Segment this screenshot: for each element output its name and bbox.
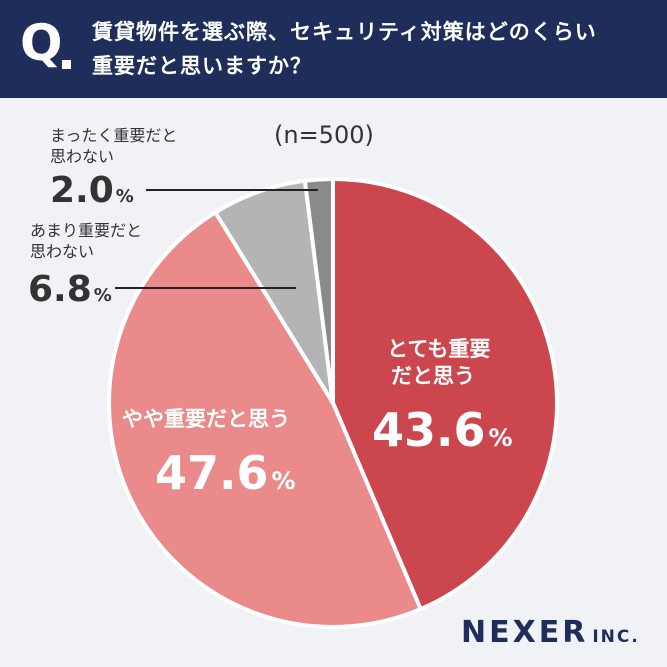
slice-label-very-line1: とても重要 bbox=[387, 337, 491, 361]
slice-label-not-very: あまり重要だと 思わない bbox=[30, 220, 142, 262]
sample-size-label: (n=500) bbox=[274, 121, 374, 149]
slice-value-not-very-number: 6.8 bbox=[28, 269, 92, 310]
slice-label-not-at-all: まったく重要だと 思わない bbox=[50, 125, 177, 167]
slice-value-not-at-all-number: 2.0 bbox=[50, 170, 114, 211]
slice-label-very-line2: だと思う bbox=[391, 364, 475, 388]
logo-main: NEXER bbox=[461, 615, 589, 650]
pie-slice-somewhat-important bbox=[107, 210, 423, 629]
slice-value-somewhat-number: 47.6 bbox=[155, 446, 269, 500]
slice-value-somewhat-unit: % bbox=[271, 467, 296, 495]
question-header: Q 賃貸物件を選ぶ際、セキュリティ対策はどのくらい 重要だと思いますか？ bbox=[0, 0, 667, 98]
slice-value-not-very: 6.8% bbox=[28, 272, 112, 308]
slice-value-not-at-all-unit: % bbox=[115, 186, 134, 207]
nexer-logo: NEXER INC. bbox=[461, 618, 640, 648]
slice-value-not-at-all: 2.0% bbox=[50, 173, 134, 209]
question-text-line2: 重要だと思いますか？ bbox=[92, 54, 312, 78]
slice-label-not-very-line2: 思わない bbox=[30, 242, 95, 261]
slice-label-not-at-all-line2: 思わない bbox=[50, 147, 115, 166]
pie-slice-very-important bbox=[331, 177, 559, 612]
pie-slice-not-at-all-important bbox=[302, 177, 335, 405]
slice-value-very-number: 43.6 bbox=[372, 403, 486, 457]
slice-value-somewhat: 47.6% bbox=[155, 450, 296, 496]
question-dot bbox=[62, 60, 71, 69]
slice-value-very-unit: % bbox=[488, 424, 513, 452]
slice-label-not-very-line1: あまり重要だと bbox=[30, 221, 143, 240]
slice-label-not-at-all-line1: まったく重要だと bbox=[50, 126, 178, 145]
slice-label-somewhat: やや重要だと思う bbox=[122, 406, 290, 433]
question-text-line1: 賃貸物件を選ぶ際、セキュリティ対策はどのくらい bbox=[92, 20, 597, 44]
slice-value-very: 43.6% bbox=[372, 407, 513, 453]
slice-label-somewhat-line1: やや重要だと思う bbox=[122, 407, 290, 431]
slice-value-not-very-unit: % bbox=[93, 285, 112, 306]
question-mark: Q bbox=[20, 14, 63, 72]
slice-label-very: とても重要 だと思う bbox=[387, 336, 490, 390]
logo-suffix: INC. bbox=[592, 627, 640, 647]
